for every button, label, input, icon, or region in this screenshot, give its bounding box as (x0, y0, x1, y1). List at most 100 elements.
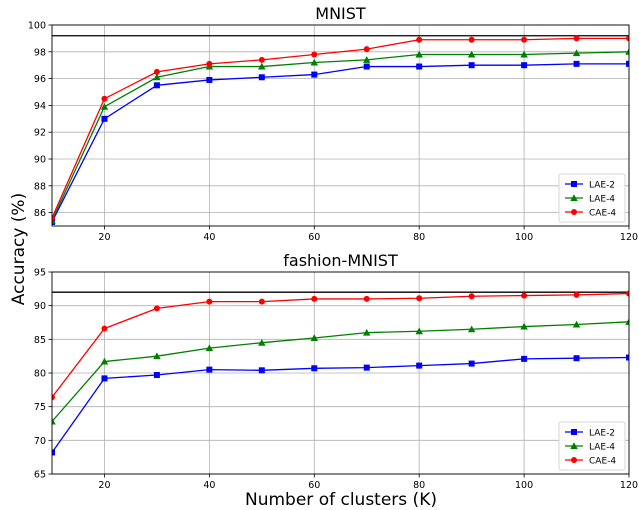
data-point-lae-4 (205, 344, 214, 352)
chart-panel-mnist: MNIST 20 40 60 80 100 120 86 88 90 92 94 96 98 100 LAE-… (28, 4, 638, 243)
data-point-cae-4 (206, 298, 213, 305)
data-point-lae-2 (573, 355, 580, 362)
data-point-lae-4 (153, 352, 161, 360)
data-point-cae-4 (573, 35, 580, 42)
x-tick-label: 60 (308, 232, 320, 243)
data-point-cae-4 (311, 295, 318, 302)
data-point-lae-2 (206, 76, 213, 83)
y-tick-label: 90 (34, 155, 46, 166)
plot-area (52, 35, 629, 225)
data-point-cae-4 (626, 35, 629, 42)
y-tick-label: 98 (34, 47, 46, 58)
y-tick-label: 94 (34, 101, 46, 112)
y-tick-label: 70 (34, 436, 46, 447)
plot-area (52, 290, 629, 456)
chart-panel-fashion-mnist: fashion-MNIST 20 40 60 80 100 120 65 70 75 80 85 90 9… (34, 251, 638, 491)
data-point-cae-4 (52, 214, 55, 221)
data-point-lae-4 (467, 50, 476, 58)
data-point-lae-2 (416, 362, 423, 369)
data-point-lae-2 (258, 367, 265, 374)
data-point-cae-4 (101, 325, 108, 332)
data-point-lae-2 (206, 366, 213, 373)
x-tick-label: 80 (413, 480, 425, 491)
y-tick-label: 100 (28, 21, 46, 32)
legend-marker-lae-2 (571, 181, 577, 187)
data-point-cae-4 (626, 290, 629, 297)
data-point-lae-2 (468, 62, 475, 69)
data-point-lae-2 (153, 372, 160, 379)
data-point-lae-4 (415, 327, 423, 335)
series-line-lae-2 (52, 63, 629, 223)
data-point-lae-2 (468, 360, 475, 367)
data-point-lae-4 (258, 338, 266, 346)
legend-marker-lae-4 (570, 194, 578, 201)
legend-marker-lae-2 (571, 429, 577, 435)
data-point-lae-4 (100, 357, 109, 365)
data-point-cae-4 (468, 36, 475, 43)
data-point-cae-4 (521, 36, 528, 43)
series-line-cae-4 (52, 37, 629, 219)
data-point-lae-2 (311, 71, 318, 78)
data-point-cae-4 (363, 295, 370, 302)
data-point-lae-2 (101, 115, 108, 122)
data-point-lae-2 (416, 63, 423, 70)
data-point-lae-2 (363, 364, 370, 371)
figure-xlabel: Number of clusters (K) (245, 490, 437, 510)
data-point-cae-4 (311, 51, 318, 58)
y-tick-label: 88 (34, 181, 46, 192)
y-tick-label: 85 (34, 335, 46, 346)
legend-label-lae-2: LAE-2 (589, 181, 615, 191)
data-point-lae-2 (626, 354, 629, 361)
data-point-lae-4 (467, 325, 476, 333)
x-tick-label: 20 (98, 232, 110, 243)
data-point-cae-4 (101, 95, 108, 102)
data-point-lae-4 (310, 334, 319, 341)
legend-label-lae-4: LAE-4 (589, 195, 615, 205)
x-tick-label: 100 (515, 232, 533, 243)
series-line-lae-2 (52, 356, 629, 453)
data-point-cae-4 (416, 295, 423, 302)
x-tick-label: 40 (203, 480, 215, 491)
legend-marker-lae-4 (570, 442, 578, 449)
data-point-lae-4 (362, 328, 371, 336)
figure-ylabel: Accuracy (%) (9, 193, 29, 305)
data-point-lae-4 (362, 56, 371, 63)
legend-label-cae-4: CAE-4 (589, 457, 616, 467)
data-point-lae-2 (311, 365, 318, 372)
data-point-lae-4 (572, 49, 581, 57)
x-tick-label: 120 (620, 232, 638, 243)
data-point-lae-4 (520, 322, 528, 330)
legend-marker-cae-4 (571, 209, 577, 215)
data-point-lae-2 (258, 74, 265, 81)
legend-marker-cae-4 (571, 457, 577, 463)
series-line-lae-4 (52, 321, 629, 422)
legend-label-lae-2: LAE-2 (589, 429, 615, 439)
y-tick-label: 90 (34, 301, 46, 312)
chart-title: fashion-MNIST (283, 251, 398, 270)
data-point-lae-2 (363, 63, 370, 70)
data-point-lae-4 (625, 48, 629, 55)
legend: LAE-2 LAE-4 CAE-4 (558, 421, 626, 471)
x-tick-label: 120 (620, 480, 638, 491)
data-point-lae-4 (258, 62, 266, 70)
data-point-cae-4 (521, 292, 528, 299)
data-point-cae-4 (416, 36, 423, 43)
y-tick-label: 96 (34, 74, 46, 85)
data-point-lae-2 (521, 62, 528, 69)
data-point-cae-4 (153, 68, 160, 75)
x-tick-label: 100 (515, 480, 533, 491)
data-point-lae-4 (625, 318, 629, 325)
data-point-lae-4 (310, 58, 319, 66)
chart-title: MNIST (315, 4, 366, 23)
data-point-lae-4 (520, 50, 528, 58)
data-point-lae-2 (153, 82, 160, 89)
y-tick-label: 86 (34, 208, 46, 219)
data-point-lae-2 (521, 355, 528, 362)
data-point-cae-4 (153, 305, 160, 312)
data-point-cae-4 (258, 56, 265, 63)
data-point-lae-2 (52, 449, 55, 456)
y-tick-label: 65 (34, 470, 46, 481)
data-point-cae-4 (573, 291, 580, 298)
y-tick-label: 80 (34, 369, 46, 380)
